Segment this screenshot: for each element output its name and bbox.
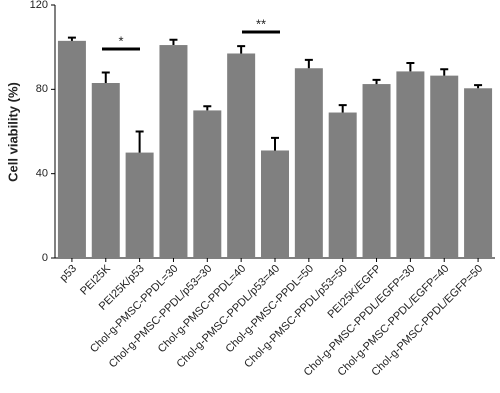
bar <box>261 150 289 258</box>
bar <box>91 83 120 258</box>
y-axis-label: Cell viability (%) <box>5 82 20 182</box>
error-bar <box>67 36 76 41</box>
bar <box>396 71 425 258</box>
error-bar <box>372 78 381 85</box>
error-bar <box>237 45 246 54</box>
y-tick-label: 120 <box>30 0 48 11</box>
error-bar <box>135 130 144 153</box>
error-bar <box>338 104 347 113</box>
bar <box>227 53 256 258</box>
significance-label: ** <box>256 16 266 31</box>
error-bar <box>406 61 415 72</box>
significance-label: * <box>118 33 123 48</box>
bar <box>464 88 493 258</box>
bar <box>294 68 323 258</box>
error-bar <box>474 84 483 89</box>
x-tick-label: p53 <box>58 263 79 284</box>
error-bar <box>304 58 313 69</box>
error-bar <box>271 136 279 151</box>
bar <box>430 75 459 258</box>
bar <box>362 84 391 258</box>
bar <box>57 40 86 258</box>
error-bar <box>203 105 212 111</box>
y-tick-label: 0 <box>42 252 48 264</box>
bar <box>328 112 357 259</box>
y-tick-label: 80 <box>36 83 48 95</box>
bar <box>159 45 188 258</box>
y-tick-label: 40 <box>36 168 48 180</box>
bar <box>125 152 154 258</box>
bar <box>193 110 222 259</box>
error-bar <box>169 38 178 46</box>
error-bar <box>440 68 449 76</box>
error-bar <box>101 71 110 84</box>
